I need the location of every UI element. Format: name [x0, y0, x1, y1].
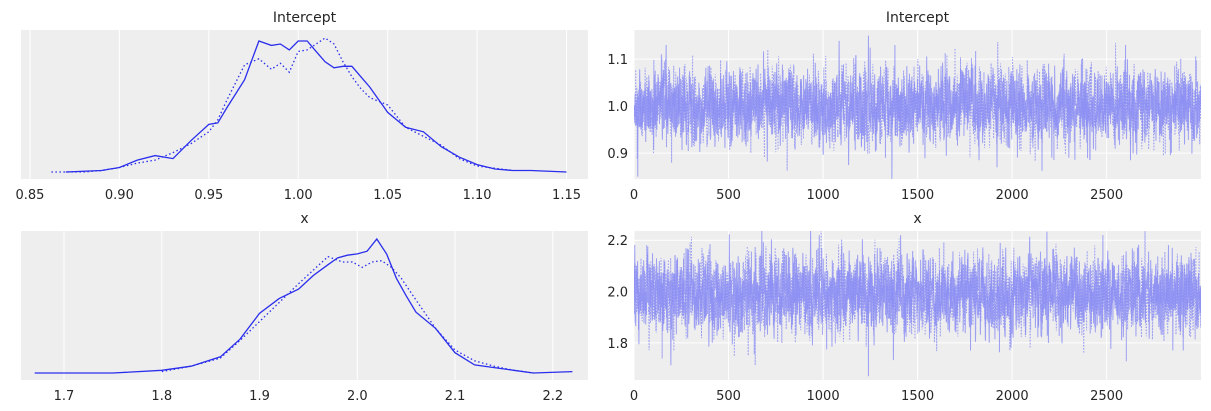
density-line-chain-2 [161, 255, 534, 374]
x-tick-label: 1.00 [284, 188, 313, 203]
panel-title: Intercept [273, 10, 337, 26]
panel-3: 1.7 1.8 1.9 2.0 2.1 2.2 x [21, 211, 588, 404]
x-tick-label: 0 [630, 389, 638, 404]
panel-title: x [300, 211, 308, 227]
y-tick-label: 1.8 [607, 337, 628, 352]
panel-4: 0 500 1000 1500 2000 2500 x 1.8 2.0 2.2 [607, 211, 1201, 404]
y-tick-label: 2.0 [607, 286, 628, 301]
panel-title: x [913, 211, 921, 227]
x-tick-label: 2.2 [542, 389, 563, 404]
x-tick-label: 1.7 [54, 389, 75, 404]
x-tick-label: 1.10 [463, 188, 492, 203]
y-tick-label: 2.2 [607, 234, 628, 249]
panel-2: 0 500 1000 1500 2000 2500 Intercept 0.9 1.0 1.1 [607, 10, 1201, 203]
x-tick-label: 2000 [996, 389, 1029, 404]
x-tick-label: 1.15 [552, 188, 581, 203]
x-tick-label: 1.05 [373, 188, 402, 203]
x-tick-label: 1500 [901, 389, 934, 404]
plot-background [21, 30, 588, 179]
x-tick-label: 500 [716, 188, 741, 203]
trace-line-chain-2 [634, 41, 1201, 171]
x-tick-label: 2.1 [445, 389, 466, 404]
x-tick-label: 1.8 [151, 389, 172, 404]
x-tick-label: 1000 [807, 188, 840, 203]
y-tick-label: 0.9 [607, 147, 628, 162]
x-tick-label: 2500 [1090, 188, 1123, 203]
y-tick-label: 1.1 [607, 53, 628, 68]
x-tick-label: 2000 [996, 188, 1029, 203]
plot-background [21, 231, 588, 380]
x-tick-label: 1000 [807, 389, 840, 404]
x-tick-label: 2.0 [347, 389, 368, 404]
y-tick-label: 1.0 [607, 100, 628, 115]
density-line-chain-1 [34, 237, 573, 374]
x-tick-label: 0.85 [15, 188, 44, 203]
panel-1: 0.85 0.90 0.95 1.00 1.05 1.10 1.15 Intercept [15, 10, 588, 203]
x-tick-label: 1500 [901, 188, 934, 203]
x-tick-label: 2500 [1090, 389, 1123, 404]
x-tick-label: 0 [630, 188, 638, 203]
x-tick-label: 1.9 [249, 389, 270, 404]
x-tick-label: 0.90 [105, 188, 134, 203]
trace-line-chain-2 [634, 231, 1201, 366]
panel-title: Intercept [886, 10, 950, 26]
density-line-chain-2 [51, 37, 513, 173]
x-tick-label: 500 [716, 389, 741, 404]
x-tick-label: 0.95 [194, 188, 223, 203]
